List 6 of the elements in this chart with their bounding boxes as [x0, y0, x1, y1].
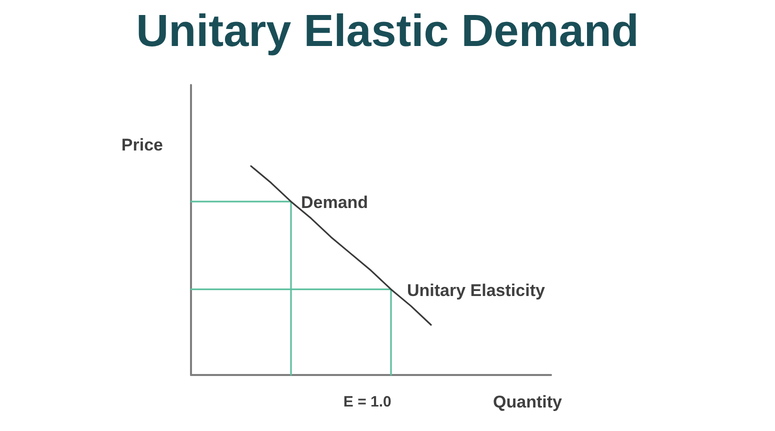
x-axis-title: Quantity: [493, 392, 563, 412]
y-axis-title: Price: [121, 136, 163, 154]
series-label: Demand: [301, 193, 368, 212]
annotation: Unitary Elasticity: [407, 280, 546, 300]
chart-title: Unitary Elastic Demand: [136, 5, 639, 56]
text: E = 1.0: [343, 394, 392, 410]
